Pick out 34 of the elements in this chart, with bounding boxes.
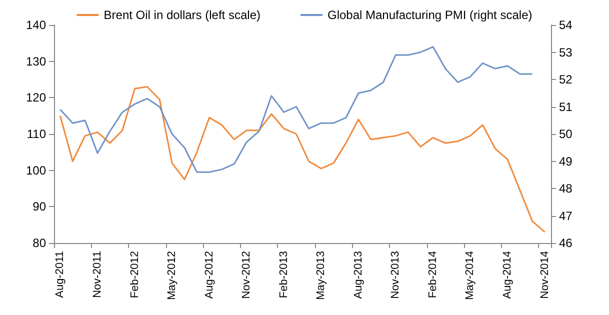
y2-tick-label: 52 xyxy=(559,72,573,86)
line-series xyxy=(59,46,534,173)
y-tick-label: 80 xyxy=(32,236,46,250)
x-tick-label: Aug-2013 xyxy=(352,251,364,299)
x-tick-label: Feb-2013 xyxy=(278,251,290,298)
y2-tick-label: 53 xyxy=(559,45,573,60)
y2-tick-label: 54 xyxy=(559,18,573,32)
y-tick-label: 110 xyxy=(26,127,46,141)
y-tick-label: 140 xyxy=(26,18,46,32)
x-tick-label: Aug-2012 xyxy=(203,251,216,299)
x-tick-label: May-2014 xyxy=(464,251,476,300)
legend-label: Global Manufacturing PMI (right scale) xyxy=(327,8,532,22)
y2-tick-label: 50 xyxy=(559,127,573,141)
y2-tick-label: 46 xyxy=(559,236,573,250)
x-tick-label: Nov-2013 xyxy=(390,251,402,299)
x-tick-label: May-2013 xyxy=(315,251,328,300)
y2-tick-label: 47 xyxy=(559,208,573,223)
x-tick-label: May-2012 xyxy=(166,251,178,300)
y2-tick-label: 49 xyxy=(559,154,573,168)
x-tick-label: Nov-2014 xyxy=(538,251,551,299)
y-tick-label: 90 xyxy=(32,200,46,214)
y-tick-label: 100 xyxy=(26,163,46,178)
x-tick-label: Nov-2011 xyxy=(91,251,104,298)
y2-tick-label: 48 xyxy=(559,182,573,196)
line-series xyxy=(59,86,546,233)
y-tick-label: 120 xyxy=(26,90,46,105)
y-tick-label: 130 xyxy=(26,54,46,68)
x-tick-label: Feb-2012 xyxy=(128,251,141,298)
x-tick-label: Aug-2011 xyxy=(54,251,66,298)
legend-label: Brent Oil in dollars (left scale) xyxy=(104,8,260,22)
x-tick-label: Nov-2012 xyxy=(240,251,253,299)
y2-tick-label: 51 xyxy=(559,100,573,114)
x-tick-label: Aug-2014 xyxy=(502,251,514,299)
x-tick-label: Feb-2014 xyxy=(426,251,439,298)
